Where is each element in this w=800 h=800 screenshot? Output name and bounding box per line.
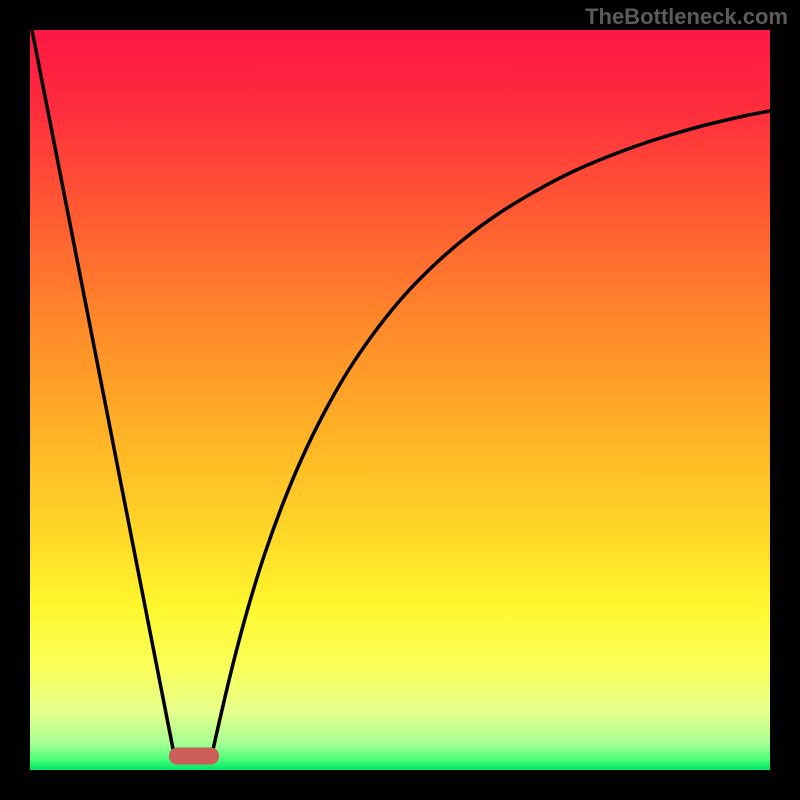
plot-background — [30, 30, 770, 770]
valley-marker — [169, 748, 219, 765]
bottleneck-chart: TheBottleneck.com — [0, 0, 800, 800]
watermark-text: TheBottleneck.com — [585, 4, 788, 30]
chart-svg — [0, 0, 800, 800]
